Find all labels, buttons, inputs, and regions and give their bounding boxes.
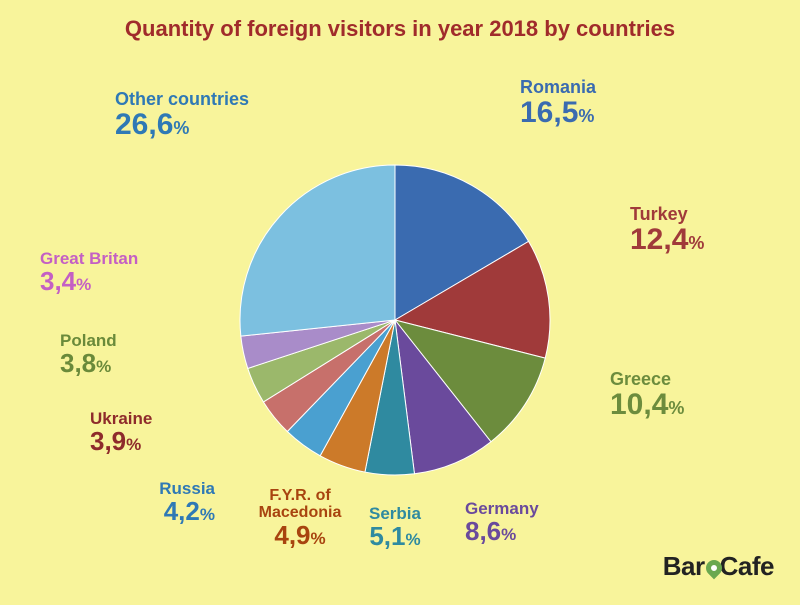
percent-sign: % <box>200 505 215 524</box>
logo-text-cafe: Cafe <box>720 551 774 581</box>
slice-label: F.Y.R. ofMacedonia4,9% <box>259 488 342 549</box>
slice-name: Turkey <box>630 205 704 224</box>
slice-value: 3,8 <box>60 348 96 378</box>
percent-sign: % <box>668 398 684 418</box>
slice-value: 3,9 <box>90 426 126 456</box>
percent-sign: % <box>406 530 421 549</box>
slice-value: 26,6 <box>115 108 173 141</box>
percent-sign: % <box>311 529 326 548</box>
slice-label: Poland3,8% <box>60 332 117 377</box>
slice-label: Ukraine3,9% <box>90 410 152 455</box>
percent-sign: % <box>126 435 141 454</box>
slice-name: Other countries <box>115 90 249 109</box>
slice-value: 5,1 <box>369 521 405 551</box>
pie-slice <box>240 165 395 336</box>
slice-label: Other countries26,6% <box>115 90 249 140</box>
slice-value: 4,9 <box>274 520 310 550</box>
slice-value: 16,5 <box>520 96 578 129</box>
slice-label: Russia4,2% <box>159 480 215 525</box>
slice-name: Greece <box>610 370 684 389</box>
slice-label: Great Britan3,4% <box>40 250 138 295</box>
brand-logo: Bar Cafe <box>663 551 774 582</box>
slice-label: Serbia5,1% <box>369 505 421 550</box>
percent-sign: % <box>96 357 111 376</box>
slice-value: 3,4 <box>40 266 76 296</box>
slice-label: Romania16,5% <box>520 78 596 128</box>
percent-sign: % <box>501 525 516 544</box>
slice-name: Romania <box>520 78 596 97</box>
percent-sign: % <box>173 118 189 138</box>
slice-label: Greece10,4% <box>610 370 684 420</box>
slice-value: 8,6 <box>465 516 501 546</box>
slice-label: Germany8,6% <box>465 500 539 545</box>
percent-sign: % <box>76 275 91 294</box>
logo-text-bar: Bar <box>663 551 705 581</box>
slice-value: 10,4 <box>610 388 668 421</box>
slice-name: F.Y.R. of <box>259 488 342 505</box>
slice-value: 4,2 <box>164 496 200 526</box>
percent-sign: % <box>688 233 704 253</box>
slice-value: 12,4 <box>630 223 688 256</box>
percent-sign: % <box>578 106 594 126</box>
slice-label: Turkey12,4% <box>630 205 704 255</box>
